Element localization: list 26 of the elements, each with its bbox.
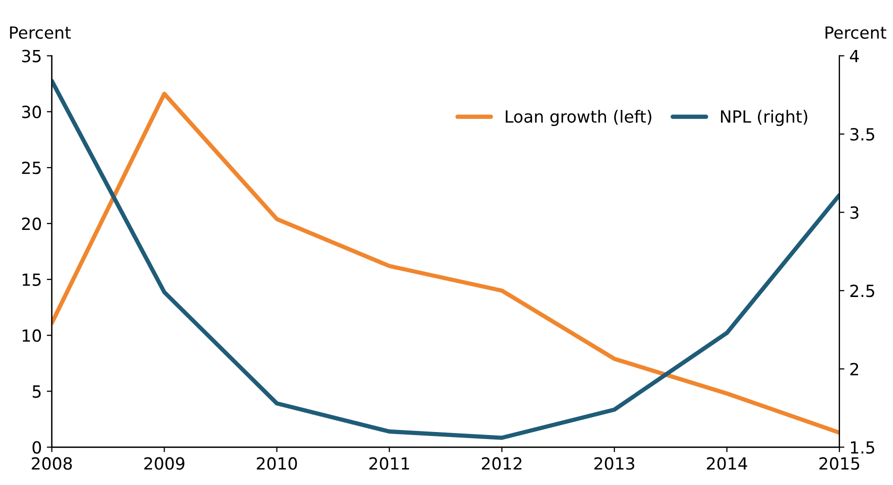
y-tick-label: 10 (22, 329, 41, 342)
y-tick-label: 20 (22, 217, 41, 230)
x-tick-label: 2010 (256, 457, 297, 470)
x-tick-label: 2011 (369, 457, 410, 470)
legend-label: Loan growth (left) (506, 110, 652, 126)
y-axis-title: Percent (10, 26, 71, 39)
y-tick-label: 0 (32, 441, 41, 454)
x-tick-label: 2015 (819, 457, 860, 470)
y2-tick-label: 4 (850, 50, 859, 62)
y-tick-label: 15 (22, 274, 41, 286)
y2-tick-label: 2 (850, 362, 858, 376)
y-tick-label: 30 (22, 106, 41, 118)
x-tick-label: 2012 (482, 457, 522, 470)
y-tick-label: 35 (22, 50, 41, 62)
y-tick-label: 25 (22, 162, 41, 174)
y-tick-label: 5 (32, 385, 41, 398)
y2-tick-label: 1.5 (850, 441, 874, 454)
x-tick-label: 2009 (144, 457, 184, 470)
x-tick-label: 2013 (594, 457, 634, 470)
x-tick-label: 2008 (32, 457, 72, 470)
y2-tick-label: 2.5 (850, 284, 874, 298)
legend-label: NPL (right) (721, 110, 808, 126)
y2-tick-label: 3 (850, 206, 858, 219)
x-tick-label: 2014 (706, 457, 748, 470)
y2-tick-label: 3.5 (850, 128, 874, 141)
y2-axis-title: Percent (826, 26, 886, 39)
